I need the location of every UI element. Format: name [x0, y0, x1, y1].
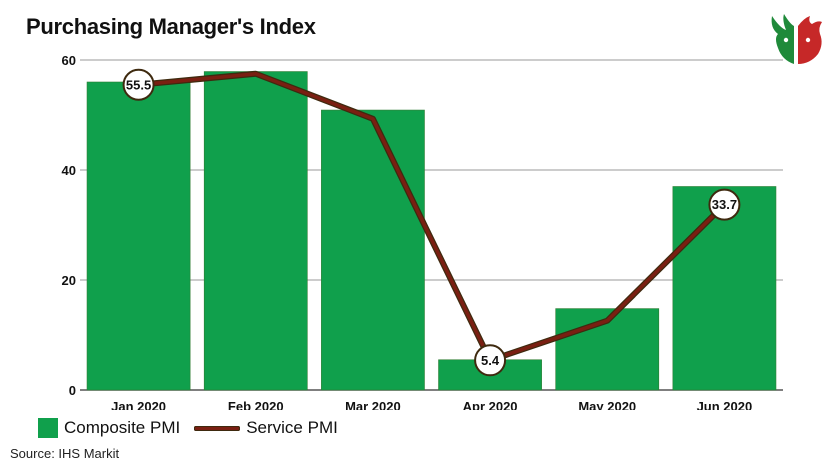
- x-tick-label: Jan 2020: [111, 399, 166, 410]
- data-point-marker: [708, 188, 741, 221]
- bull-bear-logo-icon: [771, 14, 822, 65]
- data-label: 55.5: [126, 77, 151, 92]
- data-point-marker: [122, 68, 155, 101]
- chart-plot: 55.5 5.4 33.7 0 20 40 60 Jan 2020 Feb 2020 Mar …: [62, 53, 783, 410]
- chart-title: Purchasing Manager's Index: [26, 14, 316, 39]
- legend-swatch-service: [194, 425, 241, 431]
- legend-item-service: Service PMI: [194, 418, 338, 438]
- legend-label-service: Service PMI: [246, 418, 338, 437]
- x-tick-label: Jun 2020: [697, 399, 753, 410]
- y-tick-label: 0: [69, 383, 76, 398]
- y-tick-label: 20: [62, 273, 76, 288]
- source-note: Source: IHS Markit: [10, 446, 120, 461]
- legend: Composite PMI Service PMI: [38, 418, 352, 438]
- legend-item-composite: Composite PMI: [38, 418, 180, 438]
- data-label: 5.4: [481, 353, 500, 368]
- data-label: 33.7: [712, 197, 737, 212]
- x-tick-label: Apr 2020: [463, 399, 518, 410]
- bar: [321, 109, 425, 391]
- bar: [86, 81, 191, 391]
- y-tick-label: 40: [62, 163, 76, 178]
- legend-swatch-composite: [38, 418, 58, 438]
- data-point-marker: [474, 344, 507, 377]
- series-line-service: [136, 72, 727, 363]
- x-tick-label: Feb 2020: [228, 399, 284, 410]
- x-tick-label: Mar 2020: [345, 399, 401, 410]
- x-tick-label: May 2020: [578, 399, 636, 410]
- legend-label-composite: Composite PMI: [64, 418, 181, 437]
- y-tick-label: 60: [62, 53, 76, 68]
- bar: [203, 71, 308, 391]
